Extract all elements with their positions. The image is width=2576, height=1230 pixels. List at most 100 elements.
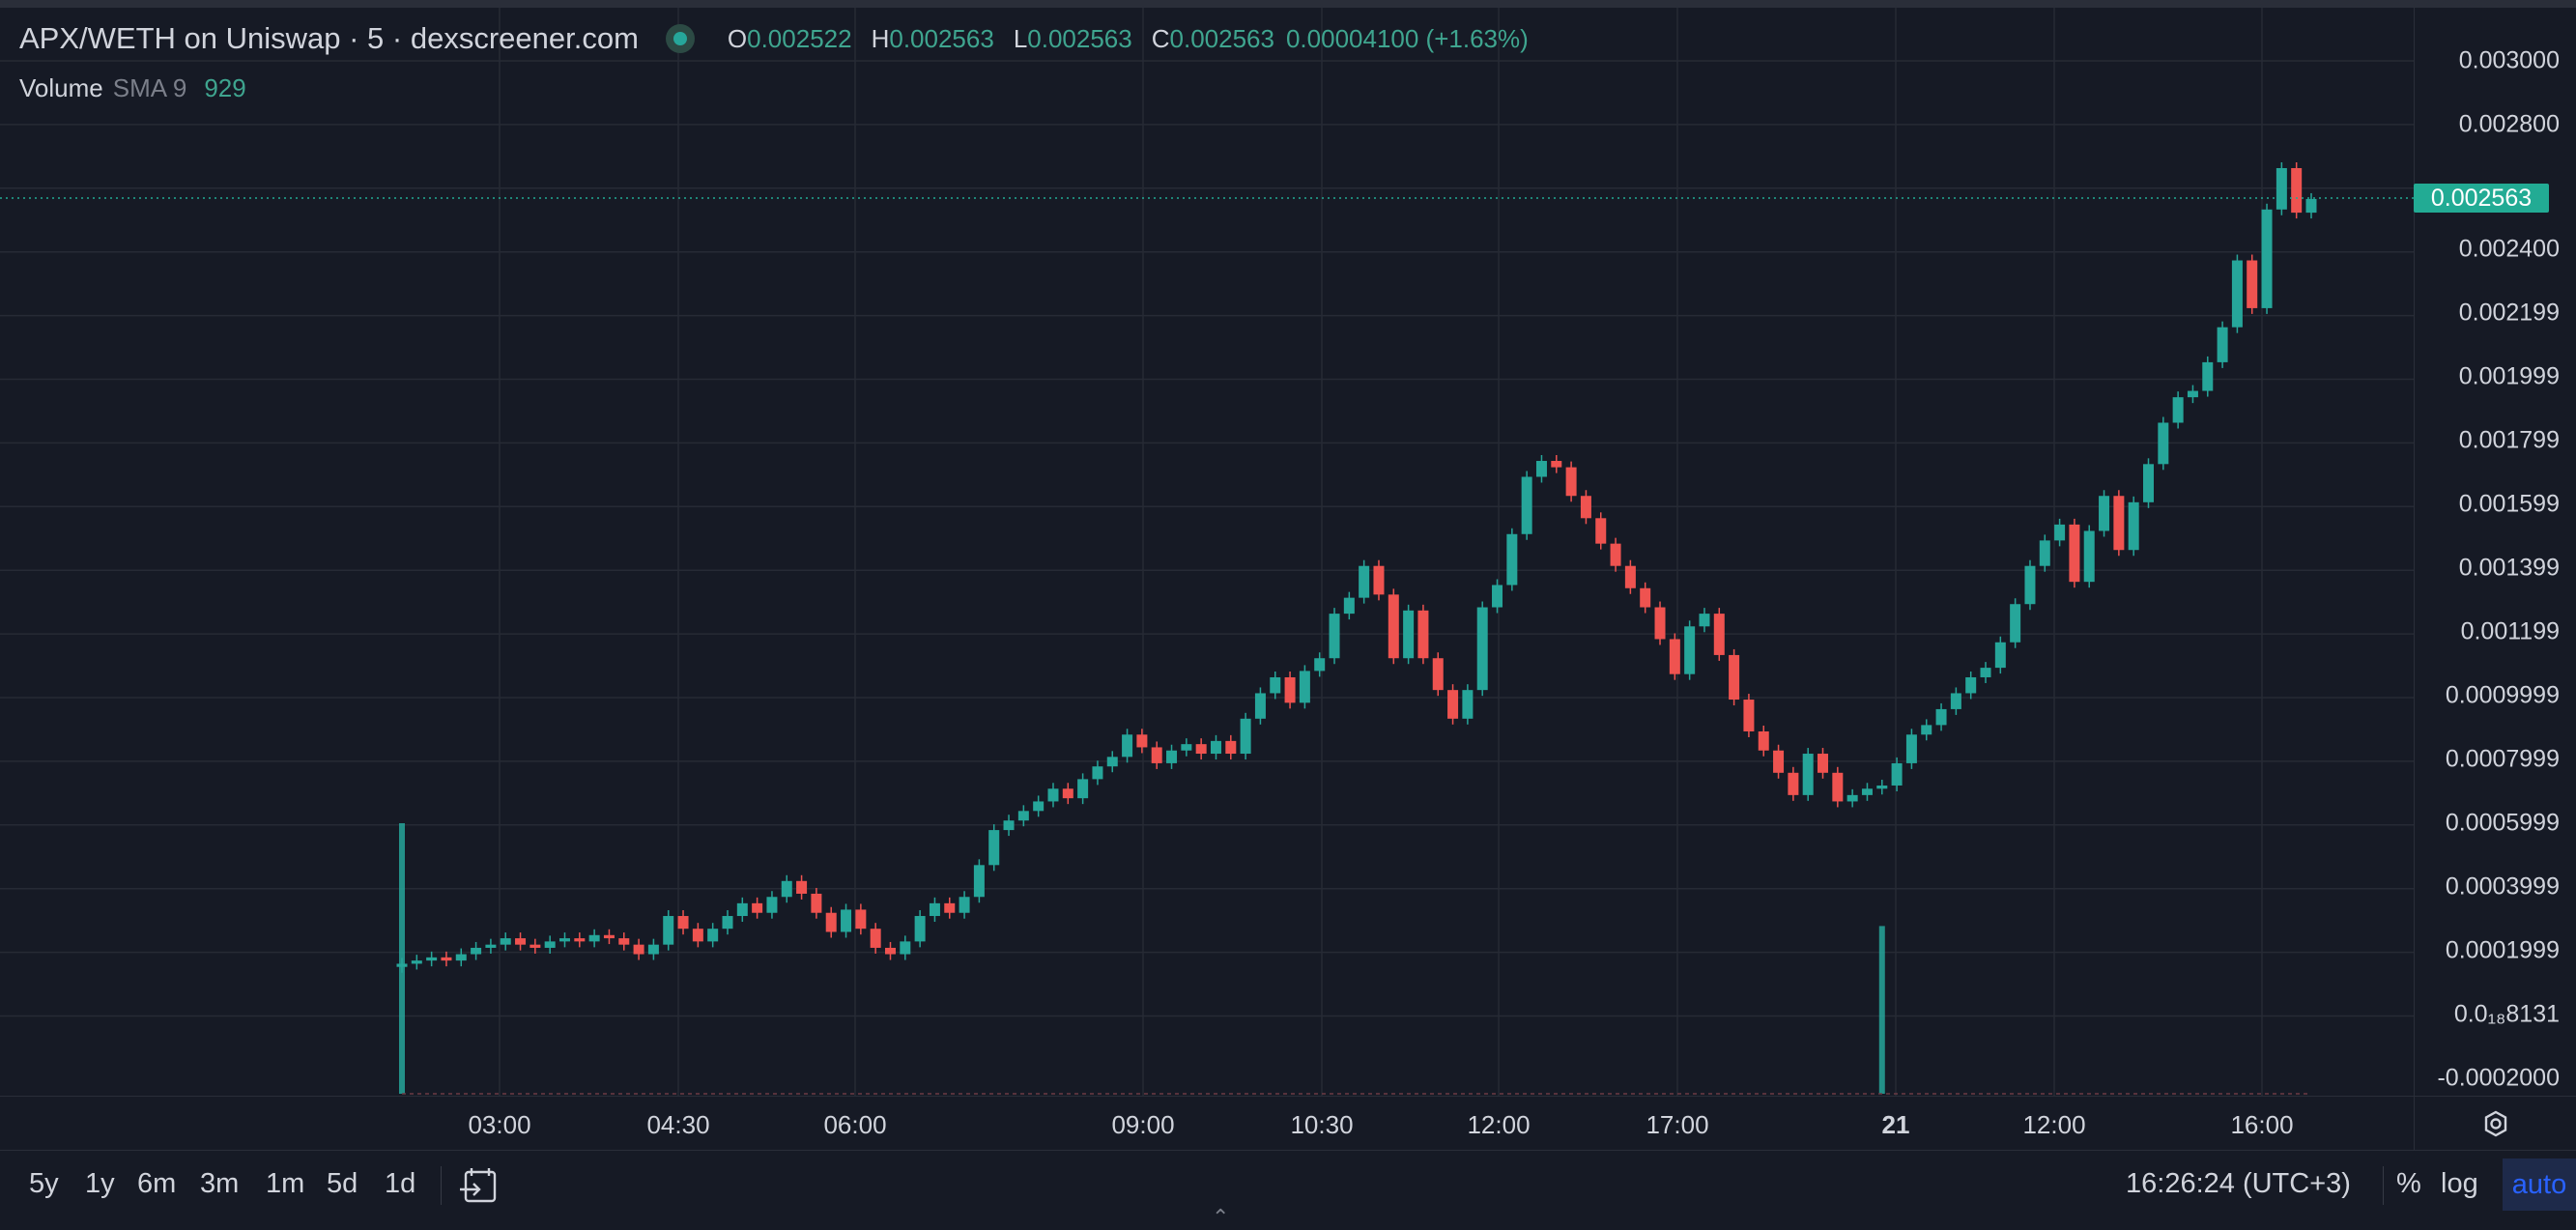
candle-body [1195, 744, 1207, 755]
candle-body [1595, 518, 1607, 544]
price-tick-label: 0.003000 [2458, 46, 2560, 74]
candle-body [1935, 708, 1947, 726]
candle-body [2187, 390, 2198, 398]
toolbar-divider [441, 1166, 442, 1205]
candle-body [1580, 496, 1591, 519]
range-button-3m[interactable]: 3m [200, 1168, 240, 1199]
candle-body [825, 912, 837, 932]
candle-body [1876, 785, 1888, 789]
chart-settings-button[interactable] [2414, 1096, 2576, 1151]
timezone-clock[interactable]: 16:26:24 (UTC+3) [2126, 1168, 2351, 1199]
candle-body [1240, 718, 1251, 755]
price-tick-label: 0.002800 [2458, 110, 2560, 138]
candle-body [1802, 754, 1814, 795]
ohlc-label: H [871, 23, 890, 53]
chart-title: APX/WETH on Uniswap · 5 · dexscreener.co… [19, 21, 639, 55]
bottom-toolbar: 5y 1y 6m 3m 1m 5d 1d ⌃ 16:26:24 (UTC+3) % log … [0, 1150, 2576, 1229]
window-top-border [0, 0, 2576, 8]
range-button-1m[interactable]: 1m [266, 1168, 305, 1199]
price-tick-label: 0.001199 [2460, 617, 2560, 645]
candle-body [1092, 766, 1103, 780]
time-tick-label: 04:30 [646, 1110, 710, 1139]
toolbar-divider [2383, 1166, 2384, 1205]
candle-body [455, 954, 467, 961]
time-tick-label: 10:30 [1290, 1110, 1354, 1139]
auto-scale-toggle[interactable]: auto [2503, 1158, 2576, 1211]
candle-body [1773, 750, 1785, 773]
candle-body [1669, 639, 1680, 674]
candle-body [1846, 794, 1858, 802]
chart-pane[interactable]: APX/WETH on Uniswap · 5 · dexscreener.co… [0, 8, 2414, 1096]
candle-body [2158, 422, 2169, 465]
price-tick-label: 0.0007999 [2445, 745, 2560, 773]
candle-body [603, 934, 615, 939]
candle-body [1743, 700, 1755, 731]
candle-body [1343, 597, 1355, 615]
range-button-1d[interactable]: 1d [385, 1168, 416, 1199]
candle-body [1861, 788, 1873, 795]
candle-body [1151, 747, 1162, 763]
candle-body [530, 944, 541, 948]
candle-body [1713, 614, 1725, 655]
candle-body [1535, 461, 1547, 477]
range-button-5y[interactable]: 5y [29, 1168, 59, 1199]
candle-body [722, 916, 733, 930]
candle-body [973, 865, 985, 898]
candle-body [588, 934, 600, 942]
candle-body [1270, 676, 1281, 694]
range-button-6m[interactable]: 6m [137, 1168, 177, 1199]
candle-body [2069, 524, 2080, 583]
candle-body [2305, 198, 2317, 214]
time-tick-label: 12:00 [2022, 1110, 2086, 1139]
candle-body [1610, 543, 1621, 566]
range-button-1y[interactable]: 1y [85, 1168, 115, 1199]
candle-body [2143, 464, 2155, 502]
candle-body [485, 944, 497, 948]
log-scale-toggle[interactable]: log [2441, 1168, 2478, 1199]
candle-body [1166, 750, 1178, 763]
candle-body [1299, 671, 1310, 703]
price-axis[interactable]: 0.003000 0.002800 0.002400 0.002199 0.001999… [2414, 8, 2576, 1096]
candle-body [736, 902, 748, 917]
candle-body [471, 947, 482, 955]
candle-body [692, 929, 703, 942]
ohlc-label: C [1151, 23, 1170, 53]
candle-body [914, 916, 926, 942]
candle-body [1492, 585, 1503, 608]
candle-body [1788, 772, 1799, 795]
candle-body [796, 880, 808, 894]
candle-body [959, 897, 970, 913]
candle-body [1210, 740, 1221, 755]
candle-body [1758, 730, 1769, 751]
candle-body [1447, 690, 1459, 719]
price-tick-label: 0.0003999 [2445, 872, 2560, 901]
collapse-panel-icon[interactable]: ⌃ [1212, 1205, 1230, 1229]
candle-body [1551, 461, 1562, 468]
candle-body [1329, 614, 1340, 659]
time-tick-label: 16:00 [2230, 1110, 2294, 1139]
candle-body [558, 938, 570, 942]
time-tick-label: 21 [1881, 1110, 1910, 1139]
ohlc-label: L [1013, 23, 1028, 53]
candle-body [396, 963, 408, 967]
price-tick-label: 0.0001999 [2445, 936, 2560, 964]
price-tick-label: 0.001399 [2458, 554, 2560, 582]
gear-icon [2484, 1110, 2507, 1137]
candle-body [1891, 762, 1903, 786]
candle-body [1359, 565, 1370, 598]
ohlc-value: 0.002563 [889, 23, 994, 53]
candlestick-chart[interactable] [0, 8, 2414, 1096]
percent-scale-toggle[interactable]: % [2396, 1168, 2421, 1199]
candle-body [426, 957, 438, 961]
candle-body [1106, 757, 1118, 767]
candle-body [2217, 327, 2228, 362]
status-dot-icon [665, 24, 695, 53]
candle-body [1181, 744, 1192, 751]
current-price-tag: 0.002563 [2414, 184, 2549, 213]
go-to-date-button[interactable] [458, 1164, 501, 1212]
range-button-5d[interactable]: 5d [327, 1168, 358, 1199]
candle-body [515, 938, 527, 945]
candle-body [1980, 668, 1991, 677]
time-axis[interactable]: 03:00 04:30 06:00 09:00 10:30 12:00 17:00 21 12:… [0, 1096, 2414, 1151]
candle-body [1462, 690, 1474, 719]
